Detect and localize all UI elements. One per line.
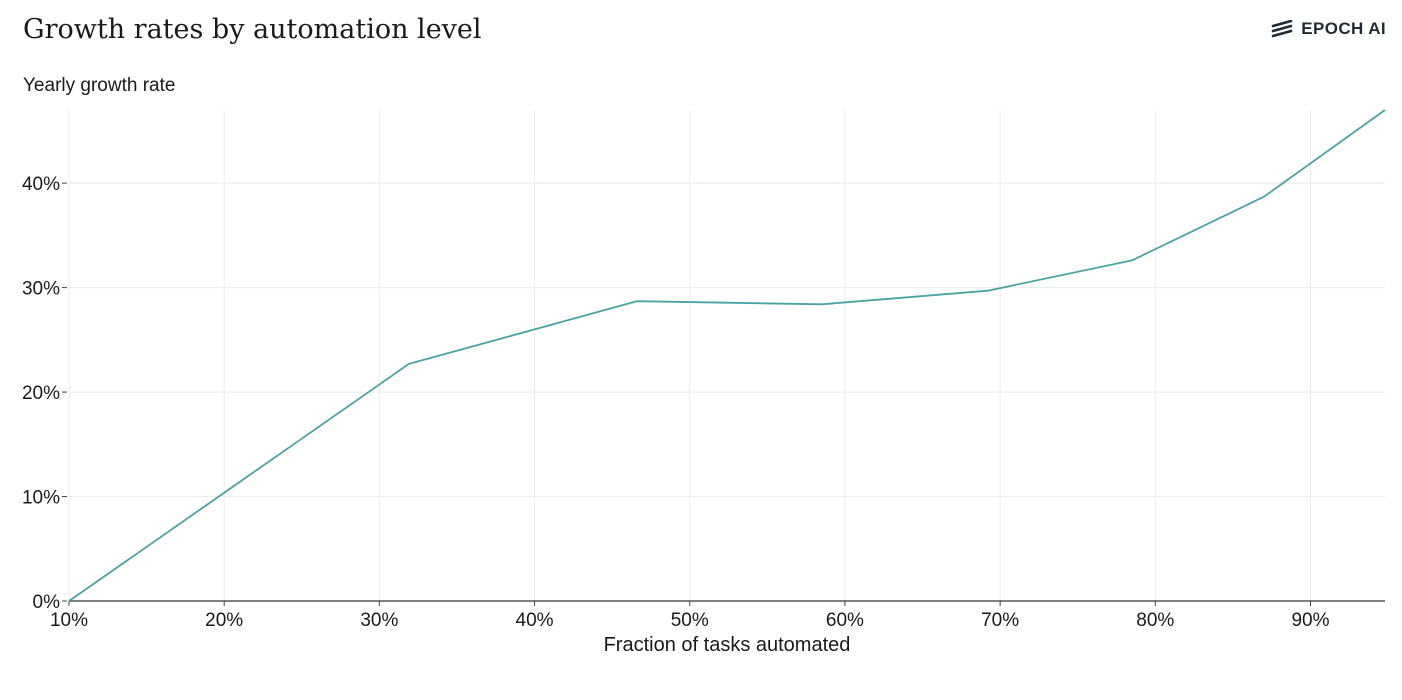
brand-name: EPOCH AI [1301,19,1386,38]
grid-lines [68,110,1385,601]
epoch-logo-icon [1271,20,1293,38]
epoch-ai-logo: EPOCH AI [1271,19,1386,39]
x-tick-label: 60% [826,610,864,631]
y-tick-label: 20% [22,383,60,404]
y-axis-label: Yearly growth rate [23,75,176,96]
x-tick-label: 10% [50,610,88,631]
axes [62,182,1385,606]
chart-title: Growth rates by automation level [23,14,482,45]
y-tick-label: 10% [22,488,60,509]
x-tick-label: 50% [671,610,709,631]
y-tick-label: 30% [22,279,60,300]
x-tick-label: 30% [360,610,398,631]
series [68,109,1386,602]
y-tick-label: 40% [22,174,60,195]
x-tick-label: 40% [516,610,554,631]
x-axis-label: Fraction of tasks automated [604,634,851,656]
y-tick-label: 0% [33,592,61,613]
x-tick-label: 70% [981,610,1019,631]
x-tick-label: 20% [205,610,243,631]
series-line [68,109,1386,602]
tick-labels: 10% 20% 30% 40% 50% 60% 70% 80% 90%0%10%20%30%40… [22,174,1330,631]
x-tick-label: 90% [1291,610,1329,631]
x-tick-label: 80% [1136,610,1174,631]
